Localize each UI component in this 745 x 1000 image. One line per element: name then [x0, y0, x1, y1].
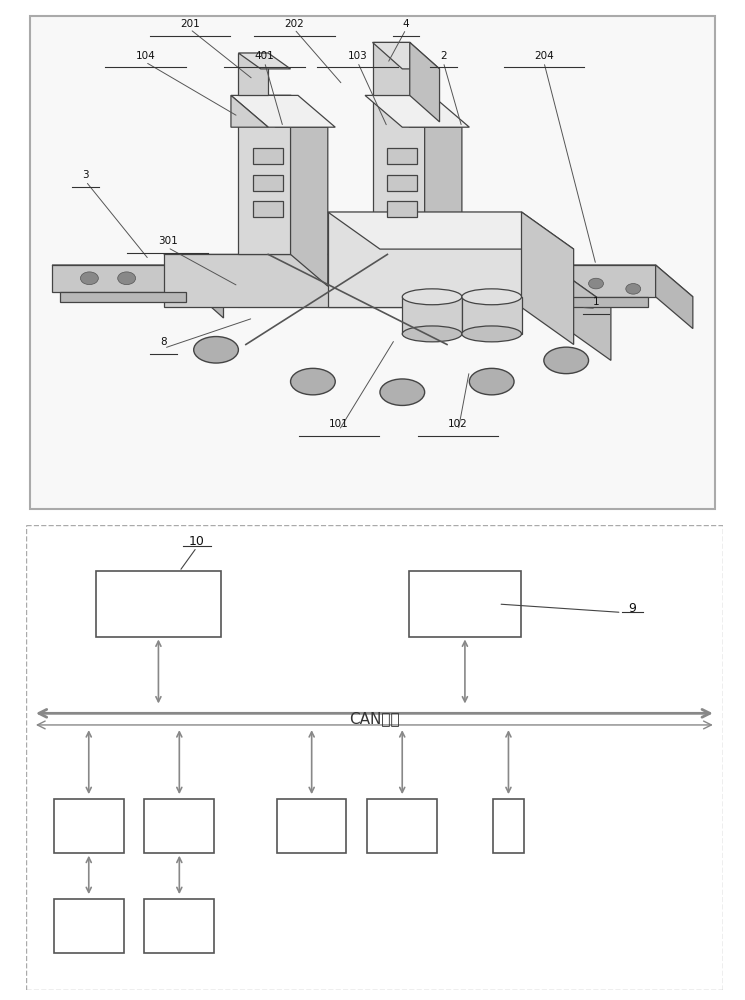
Ellipse shape — [462, 326, 522, 342]
Bar — [409, 571, 521, 637]
Polygon shape — [372, 95, 425, 254]
Polygon shape — [328, 212, 574, 249]
Circle shape — [80, 272, 98, 285]
Polygon shape — [52, 265, 194, 292]
Polygon shape — [656, 265, 693, 329]
Bar — [95, 571, 221, 637]
Polygon shape — [238, 53, 291, 69]
Polygon shape — [536, 254, 611, 360]
Bar — [54, 899, 124, 953]
Text: 201: 201 — [180, 19, 200, 29]
Ellipse shape — [291, 368, 335, 395]
Polygon shape — [425, 95, 462, 286]
Polygon shape — [238, 53, 268, 95]
Ellipse shape — [402, 326, 462, 342]
Polygon shape — [387, 201, 417, 217]
Polygon shape — [507, 265, 693, 297]
Circle shape — [626, 284, 641, 294]
Polygon shape — [387, 175, 417, 191]
Bar — [492, 799, 524, 853]
Polygon shape — [507, 265, 656, 297]
Bar — [145, 799, 214, 853]
Polygon shape — [462, 297, 522, 334]
Polygon shape — [231, 95, 268, 127]
Text: 9: 9 — [628, 602, 636, 615]
Text: 1: 1 — [593, 297, 599, 307]
Polygon shape — [60, 292, 186, 302]
Polygon shape — [253, 148, 283, 164]
Polygon shape — [372, 42, 440, 69]
Polygon shape — [514, 297, 648, 307]
Polygon shape — [372, 42, 410, 95]
Ellipse shape — [544, 347, 589, 374]
Text: 2: 2 — [440, 51, 446, 61]
Bar — [367, 799, 437, 853]
Text: 8: 8 — [161, 337, 167, 347]
Polygon shape — [402, 297, 462, 334]
Text: 301: 301 — [158, 236, 177, 246]
Text: 202: 202 — [285, 19, 304, 29]
Polygon shape — [372, 95, 462, 127]
Polygon shape — [253, 175, 283, 191]
Circle shape — [589, 278, 603, 289]
Text: CAN总线: CAN总线 — [349, 712, 399, 727]
Polygon shape — [253, 201, 283, 217]
Text: 102: 102 — [448, 419, 468, 429]
Ellipse shape — [380, 379, 425, 405]
Polygon shape — [365, 95, 469, 127]
Text: 4: 4 — [403, 19, 409, 29]
Text: 401: 401 — [255, 51, 274, 61]
Polygon shape — [194, 265, 224, 318]
Text: 10: 10 — [188, 535, 205, 548]
Text: 103: 103 — [348, 51, 367, 61]
Ellipse shape — [469, 368, 514, 395]
Circle shape — [118, 272, 136, 285]
Polygon shape — [52, 265, 224, 292]
Polygon shape — [164, 254, 611, 307]
Polygon shape — [164, 254, 536, 307]
Ellipse shape — [462, 289, 522, 305]
Ellipse shape — [194, 337, 238, 363]
Bar — [145, 899, 214, 953]
Polygon shape — [238, 95, 328, 127]
Polygon shape — [291, 95, 328, 286]
Ellipse shape — [402, 289, 462, 305]
Text: 204: 204 — [534, 51, 554, 61]
Text: 104: 104 — [136, 51, 155, 61]
Polygon shape — [231, 95, 335, 127]
Bar — [54, 799, 124, 853]
Polygon shape — [522, 212, 574, 344]
Text: 3: 3 — [83, 170, 89, 180]
Polygon shape — [328, 212, 522, 307]
Polygon shape — [410, 42, 440, 122]
Polygon shape — [387, 148, 417, 164]
Polygon shape — [238, 95, 291, 254]
Text: 101: 101 — [329, 419, 349, 429]
Bar — [277, 799, 346, 853]
Circle shape — [544, 278, 559, 289]
